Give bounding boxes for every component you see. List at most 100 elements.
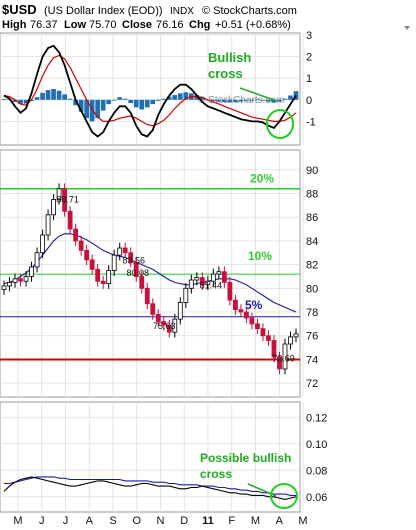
price-tick-label: 86 bbox=[306, 212, 318, 224]
macd-histogram-bar bbox=[266, 99, 271, 102]
price-bar-body bbox=[155, 313, 161, 322]
macd-histogram-bar bbox=[139, 99, 145, 110]
price-bars bbox=[1, 183, 299, 375]
macd-tick-label: -1 bbox=[306, 116, 316, 128]
macd-histogram-bar bbox=[249, 99, 255, 101]
indicator-grid bbox=[0, 416, 300, 498]
retracement-20-label: 20% bbox=[250, 172, 274, 186]
month-label: J bbox=[63, 515, 69, 527]
price-bar-body bbox=[277, 356, 282, 370]
price-bar-body bbox=[238, 309, 244, 313]
price-bar-body bbox=[62, 188, 68, 212]
macd-histogram-bar bbox=[194, 95, 200, 100]
moving-average-line bbox=[3, 233, 297, 313]
price-bar-body bbox=[122, 247, 128, 254]
macd-histogram-bar bbox=[122, 98, 128, 100]
price-panel bbox=[0, 149, 301, 398]
month-gridlines bbox=[17, 33, 304, 512]
macd-histogram-bar bbox=[177, 93, 183, 100]
price-bar-body bbox=[282, 343, 288, 370]
macd-histogram-bar bbox=[78, 99, 84, 112]
price-bar-body bbox=[172, 318, 178, 333]
macd-histogram-bar bbox=[233, 99, 238, 102]
price-bar-body bbox=[288, 336, 293, 345]
price-bar-body bbox=[232, 299, 238, 311]
month-label: D bbox=[180, 515, 188, 527]
price-bar-body bbox=[188, 279, 194, 289]
price-bar-body bbox=[18, 278, 23, 282]
price-tick-label: 72 bbox=[306, 378, 318, 390]
macd-histogram-bar bbox=[244, 99, 249, 101]
macd-tick-label: 0 bbox=[306, 95, 312, 107]
indicator-y-ticks: 0.12 0.10 0.08 0.06 bbox=[306, 412, 327, 504]
price-bar-body bbox=[128, 252, 134, 263]
price-bar-body bbox=[216, 271, 222, 275]
price-bar-body bbox=[106, 270, 112, 284]
high-value: 76.37 bbox=[30, 19, 58, 31]
month-label: A bbox=[276, 515, 284, 527]
price-bar-body bbox=[95, 268, 101, 282]
price-bar-body bbox=[150, 303, 156, 315]
close-value: 76.16 bbox=[156, 19, 184, 31]
macd-histogram-bar bbox=[73, 99, 78, 106]
macd-histogram-bar bbox=[277, 99, 282, 102]
price-bar-body bbox=[45, 214, 51, 236]
macd-histogram-bar bbox=[128, 99, 134, 104]
credit: © StockCharts.com bbox=[202, 5, 297, 17]
chg-label: Chg bbox=[189, 19, 210, 31]
month-label: M bbox=[251, 515, 260, 527]
macd-histogram-bar bbox=[293, 91, 299, 100]
price-bar-body bbox=[89, 259, 95, 270]
price-bar-body bbox=[177, 302, 183, 320]
month-label: S bbox=[109, 515, 116, 527]
month-label: A bbox=[86, 515, 94, 527]
macd-histogram-bar bbox=[100, 99, 106, 111]
bullish-cross-note: Bullish cross bbox=[208, 50, 255, 81]
price-bar-body bbox=[67, 210, 73, 230]
price-bar-body bbox=[133, 261, 139, 277]
macd-histogram-bar bbox=[51, 89, 56, 100]
macd-histogram-bar bbox=[150, 99, 156, 105]
macd-histogram-bar bbox=[222, 99, 227, 102]
price-bar-body bbox=[166, 324, 172, 333]
bottom-cross-circle bbox=[270, 483, 298, 509]
low-value: 75.70 bbox=[89, 19, 117, 31]
indicator-tick-label: 0.10 bbox=[306, 439, 327, 451]
low-label: Low bbox=[64, 19, 86, 31]
price-y-ticks: 90 88 86 84 82 80 78 76 74 72 bbox=[306, 165, 318, 390]
macd-histogram-bar bbox=[161, 98, 167, 100]
macd-histogram-bar bbox=[62, 94, 67, 100]
price-bar-body bbox=[34, 252, 40, 268]
macd-histogram-bar bbox=[18, 99, 23, 105]
macd-histogram-bar bbox=[227, 99, 233, 103]
x-axis-month-labels: M J J A S O N D 11 F M A M bbox=[13, 515, 307, 527]
macd-histogram-bar bbox=[12, 99, 18, 102]
price-tick-label: 90 bbox=[306, 165, 318, 177]
macd-histogram-bar bbox=[56, 90, 62, 100]
macd-histogram-bar bbox=[106, 99, 112, 105]
price-bar-body bbox=[78, 240, 84, 251]
price-bar-body bbox=[7, 281, 12, 287]
price-bar-body bbox=[249, 317, 255, 325]
header-quote-line: High 76.37 Low 75.70 Close 76.16 Chg +0.… bbox=[2, 19, 291, 31]
price-grid bbox=[0, 169, 300, 384]
indicator-black-line bbox=[3, 476, 297, 500]
macd-histogram-bar bbox=[144, 99, 150, 108]
macd-histogram-bar bbox=[288, 95, 293, 100]
month-label: 11 bbox=[202, 515, 214, 527]
macd-histogram-bar bbox=[111, 99, 117, 101]
possible-bullish-cross-note: Possible bullish cross bbox=[200, 451, 295, 481]
macd-histogram-bar bbox=[271, 99, 277, 103]
indicator-tick-label: 0.08 bbox=[306, 465, 327, 477]
month-label: F bbox=[228, 515, 235, 527]
month-label: J bbox=[39, 515, 45, 527]
macd-histogram-bar bbox=[199, 97, 205, 100]
macd-tick-label: 2 bbox=[306, 52, 312, 64]
price-data-label: 83.56 bbox=[122, 255, 145, 265]
price-bar-body bbox=[161, 321, 167, 326]
collapse-arrow-icon[interactable] bbox=[404, 26, 410, 30]
macd-histogram-bar bbox=[238, 99, 244, 102]
macd-histogram-bar bbox=[255, 99, 260, 101]
indicator-blue-line bbox=[4, 476, 296, 496]
macd-histogram-bar bbox=[84, 99, 89, 119]
